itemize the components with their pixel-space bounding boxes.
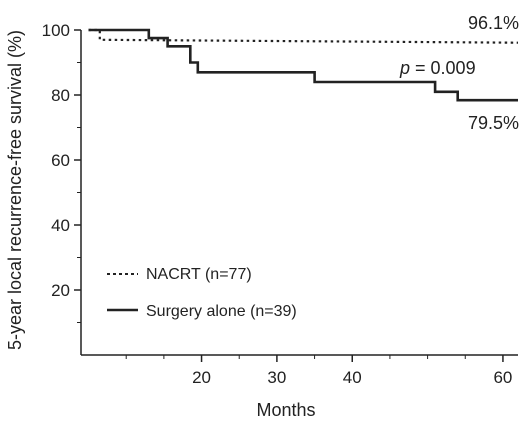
- y-axis-label: 5-year local recurrence-free survival (%…: [5, 30, 25, 350]
- legend-item-surgery: Surgery alone (n=39): [107, 303, 297, 320]
- legend-label-surgery: Surgery alone (n=39): [146, 303, 297, 320]
- series-layer: [88, 28, 519, 102]
- y-tick-label: 60: [51, 151, 70, 170]
- annotation-nacrt-end: 96.1%: [468, 13, 519, 33]
- y-tick-label: 100: [42, 21, 70, 40]
- series-line-surgery-alone: [88, 28, 518, 102]
- annotation-p-symbol: p: [399, 58, 410, 78]
- y-tick-label: 80: [51, 86, 70, 105]
- y-axis: 20 40 60 80 100: [42, 21, 82, 355]
- legend-item-nacrt: NACRT (n=77): [107, 266, 252, 283]
- x-axis: 20 30 40 60: [81, 354, 518, 387]
- series-line-nacrt: [88, 28, 519, 44]
- legend: NACRT (n=77) Surgery alone (n=39): [107, 266, 297, 320]
- x-axis-label: Months: [256, 400, 315, 420]
- x-tick-label: 40: [343, 368, 362, 387]
- annotation-p-number: = 0.009: [410, 58, 476, 78]
- x-tick-label: 30: [267, 368, 286, 387]
- x-tick-label: 20: [192, 368, 211, 387]
- y-tick-label: 40: [51, 216, 70, 235]
- annotation-p-value: p = 0.009: [399, 58, 476, 78]
- y-tick-label: 20: [51, 281, 70, 300]
- x-tick-label: 60: [493, 368, 512, 387]
- legend-label-nacrt: NACRT (n=77): [146, 266, 252, 283]
- annotation-surgery-end: 79.5%: [468, 113, 519, 133]
